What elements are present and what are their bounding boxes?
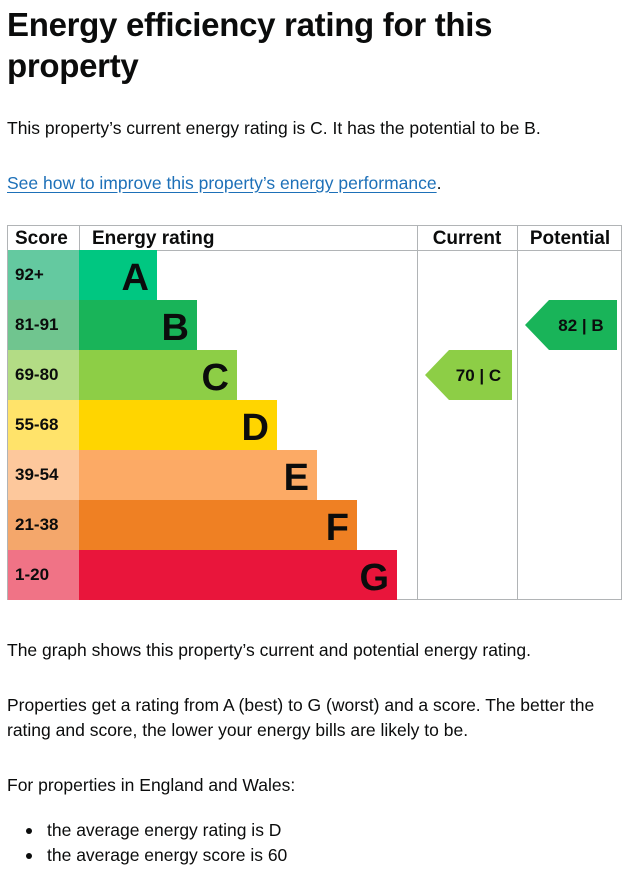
rating-bar-c [79,350,237,400]
current-rating-arrow [425,350,512,400]
score-label: 1-20 [15,565,49,584]
rating-bar-a [79,250,157,300]
score-label: 39-54 [15,465,59,484]
score-label: 21-38 [15,515,58,534]
rating-bar-d [79,400,277,450]
rating-letter: G [359,557,389,599]
rating-bar-e [79,450,317,500]
score-cell [8,250,79,300]
header-energy-rating: Energy rating [92,228,214,249]
rating-letter: A [122,257,149,299]
rating-bar-g [79,550,397,600]
potential-rating-arrow [525,300,617,350]
improve-paragraph: See how to improve this property’s energ… [7,171,637,196]
score-label: 92+ [15,265,44,284]
header-score: Score [15,228,68,249]
score-label: 81-91 [15,315,58,334]
page-title: Energy efficiency rating for this proper… [7,6,493,84]
averages-list: the average energy rating is D the avera… [7,818,287,868]
rating-letter: B [162,307,189,349]
score-cell [8,400,79,450]
score-label: 69-80 [15,365,58,384]
score-cell [8,500,79,550]
list-item: the average energy score is 60 [7,843,287,868]
potential-rating-label: 82 | B [558,316,603,335]
rating-explainer: Properties get a rating from A (best) to… [7,695,595,740]
rating-bar-b [79,300,197,350]
header-potential: Potential [530,228,610,249]
energy-rating-chart: Score Energy rating Current Potential 92+ A 81… [7,225,622,600]
link-suffix: . [436,173,442,193]
score-cell [8,300,79,350]
rating-letter: D [242,407,269,449]
graph-note: The graph shows this property’s current … [7,640,532,660]
region-intro: For properties in England and Wales: [7,775,296,795]
improve-performance-link[interactable]: See how to improve this property’s energ… [7,173,437,193]
list-item: the average energy rating is D [7,818,287,843]
score-cell [8,550,79,600]
score-cell [8,350,79,400]
score-label: 55-68 [15,415,58,434]
current-rating-label: 70 | C [456,366,501,385]
rating-letter: F [326,507,349,549]
score-cell [8,450,79,500]
rating-summary: This property’s current energy rating is… [7,118,541,138]
rating-bar-f [79,500,357,550]
rating-letter: C [202,357,229,399]
rating-letter: E [284,457,309,499]
header-current: Current [433,228,502,249]
